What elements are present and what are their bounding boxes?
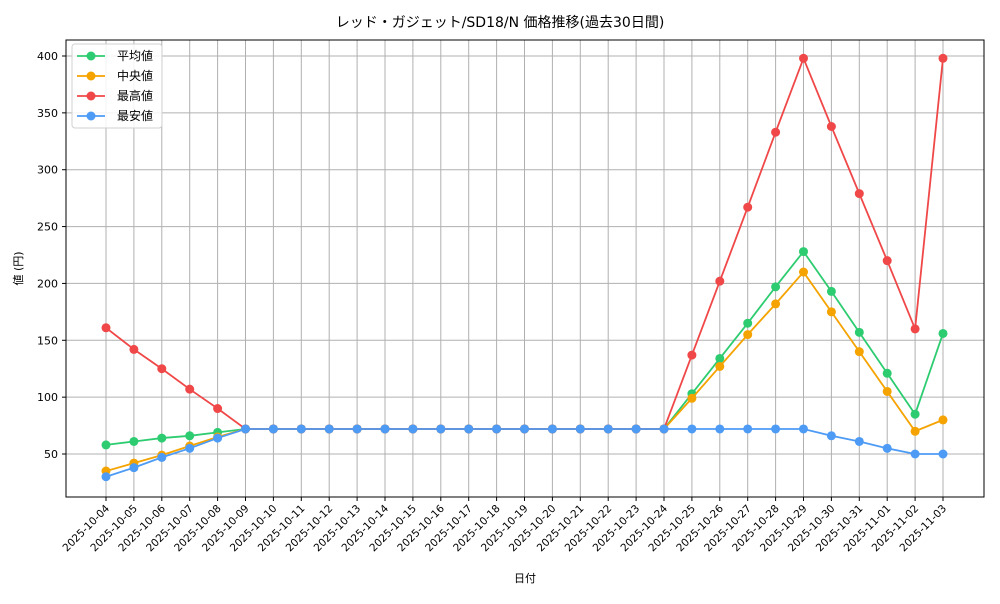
data-point: [771, 282, 781, 292]
data-point: [157, 452, 167, 462]
data-point: [799, 424, 808, 434]
data-point: [101, 440, 111, 450]
data-point: [268, 424, 278, 434]
data-point: [715, 276, 725, 286]
data-point: [185, 384, 195, 394]
data-point: [771, 127, 781, 137]
legend-label: 最高値: [117, 88, 153, 103]
data-point: [771, 299, 781, 309]
data-point: [910, 409, 920, 419]
data-point: [799, 267, 808, 277]
y-axis-label: 値 (円): [12, 251, 25, 285]
data-point: [743, 330, 753, 340]
legend-marker: [86, 51, 96, 61]
data-point: [771, 424, 781, 434]
data-point: [854, 327, 864, 337]
data-point: [715, 361, 725, 371]
data-point: [826, 431, 836, 441]
y-tick-label: 300: [37, 164, 58, 177]
data-point: [129, 463, 139, 473]
data-point: [129, 344, 139, 354]
data-point: [101, 323, 111, 333]
data-point: [408, 424, 418, 434]
data-point: [799, 53, 808, 63]
y-tick-label: 100: [37, 391, 58, 404]
data-point: [854, 347, 864, 357]
data-point: [603, 424, 613, 434]
series-line: [101, 424, 948, 482]
data-point: [882, 386, 892, 396]
data-point: [101, 472, 111, 482]
data-point: [296, 424, 306, 434]
data-point: [715, 424, 725, 434]
data-point: [910, 324, 920, 334]
data-point: [575, 424, 585, 434]
legend-marker: [86, 71, 96, 81]
data-point: [882, 368, 892, 378]
data-point: [743, 318, 753, 328]
data-point: [352, 424, 362, 434]
y-tick-label: 350: [37, 107, 58, 120]
y-tick-label: 400: [37, 50, 58, 63]
legend-label: 平均値: [117, 48, 153, 63]
chart-title: レッド・ガジェット/SD18/N 価格推移(過去30日間): [335, 15, 665, 31]
data-point: [241, 424, 250, 434]
y-tick-label: 200: [37, 277, 58, 290]
data-point: [659, 424, 669, 434]
legend-marker: [86, 91, 96, 101]
data-point: [715, 353, 725, 363]
data-point: [910, 426, 920, 436]
data-point: [157, 364, 167, 374]
x-axis-label: 日付: [514, 572, 536, 585]
data-point: [464, 424, 474, 434]
data-point: [826, 286, 836, 296]
data-point: [436, 424, 446, 434]
data-point: [631, 424, 641, 434]
data-point: [157, 433, 167, 443]
y-tick-label: 150: [37, 334, 58, 347]
y-tick-label: 250: [37, 221, 58, 234]
data-point: [826, 122, 836, 132]
data-point: [938, 415, 948, 425]
data-point: [882, 443, 892, 453]
data-point: [687, 393, 697, 403]
data-point: [882, 256, 892, 266]
legend-label: 中央値: [117, 68, 153, 83]
data-point: [854, 189, 864, 199]
data-point: [213, 433, 223, 443]
legend-label: 最安値: [117, 108, 153, 123]
legend-marker: [86, 111, 96, 121]
data-point: [213, 404, 223, 414]
data-point: [324, 424, 334, 434]
data-point: [910, 449, 920, 459]
data-point: [547, 424, 557, 434]
data-point: [799, 247, 808, 257]
data-point: [129, 436, 139, 446]
data-point: [687, 424, 697, 434]
data-point: [687, 350, 697, 360]
data-point: [938, 449, 948, 459]
data-point: [854, 436, 864, 446]
y-tick-label: 50: [44, 448, 58, 461]
data-point: [185, 443, 195, 453]
data-point: [938, 53, 948, 63]
data-point: [743, 424, 753, 434]
data-point: [492, 424, 502, 434]
data-point: [826, 307, 836, 317]
data-point: [185, 431, 195, 441]
data-point: [743, 202, 753, 212]
data-point: [380, 424, 390, 434]
data-point: [938, 328, 948, 338]
data-point: [520, 424, 529, 434]
